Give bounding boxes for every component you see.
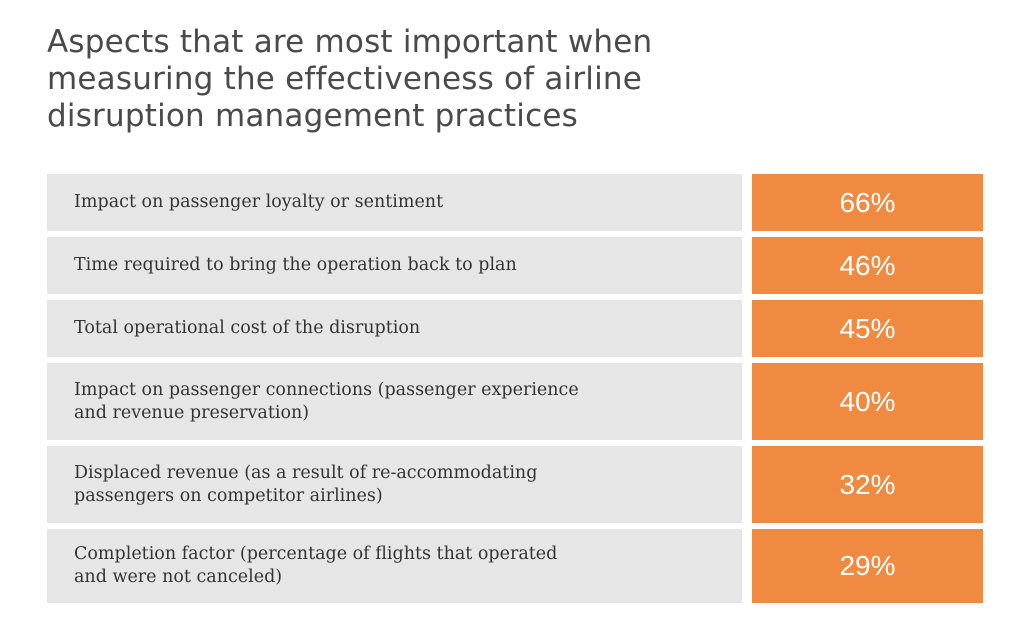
row-label: Impact on passenger loyalty or sentiment [47,174,742,231]
row-label-line: Completion factor (percentage of flights… [74,544,558,564]
row-label: Total operational cost of the disruption [47,300,742,357]
row-label-text: Displaced revenue (as a result of re-acc… [74,462,537,508]
row-gap [742,237,752,294]
title-line: Aspects that are most important when [47,24,653,60]
row-label: Displaced revenue (as a result of re-acc… [47,446,742,523]
table-row: Impact on passenger connections (passeng… [47,363,983,440]
table-row: Time required to bring the operation bac… [47,237,983,294]
row-label-text: Time required to bring the operation bac… [74,254,517,277]
row-gap [742,446,752,523]
table-row: Total operational cost of the disruption… [47,300,983,357]
row-label-line: Impact on passenger connections (passeng… [74,379,579,400]
row-label-line: and revenue preservation) [74,402,310,423]
table-row: Impact on passenger loyalty or sentiment… [47,174,983,231]
row-label: Completion factor (percentage of flights… [47,529,742,603]
row-label-line: passengers on competitor airlines) [74,485,383,506]
row-value: 66% [752,174,983,231]
table-row: Displaced revenue (as a result of re-acc… [47,446,983,523]
row-value: 32% [752,446,983,523]
row-label-line: and were not canceled) [74,567,283,587]
row-gap [742,300,752,357]
chart-title: Aspects that are most important when mea… [47,24,847,135]
row-label-text: Completion factor (percentage of flights… [74,543,557,589]
row-label: Time required to bring the operation bac… [47,237,742,294]
row-value: 46% [752,237,983,294]
row-label-text: Impact on passenger loyalty or sentiment [74,191,443,214]
row-label-line: Total operational cost of the disruption [74,318,421,338]
row-value: 45% [752,300,983,357]
row-label-line: Impact on passenger loyalty or sentiment [74,192,444,212]
table-row: Completion factor (percentage of flights… [47,529,983,603]
title-line: measuring the effectiveness of airline [47,61,643,97]
row-label-line: Time required to bring the operation bac… [74,255,517,275]
title-line: disruption management practices [47,98,578,134]
row-label-text: Total operational cost of the disruption [74,317,420,340]
row-gap [742,174,752,231]
row-label-line: Displaced revenue (as a result of re-acc… [74,462,538,483]
row-label-text: Impact on passenger connections (passeng… [74,379,579,425]
row-value: 29% [752,529,983,603]
row-gap [742,363,752,440]
row-value: 40% [752,363,983,440]
row-gap [742,529,752,603]
row-label: Impact on passenger connections (passeng… [47,363,742,440]
